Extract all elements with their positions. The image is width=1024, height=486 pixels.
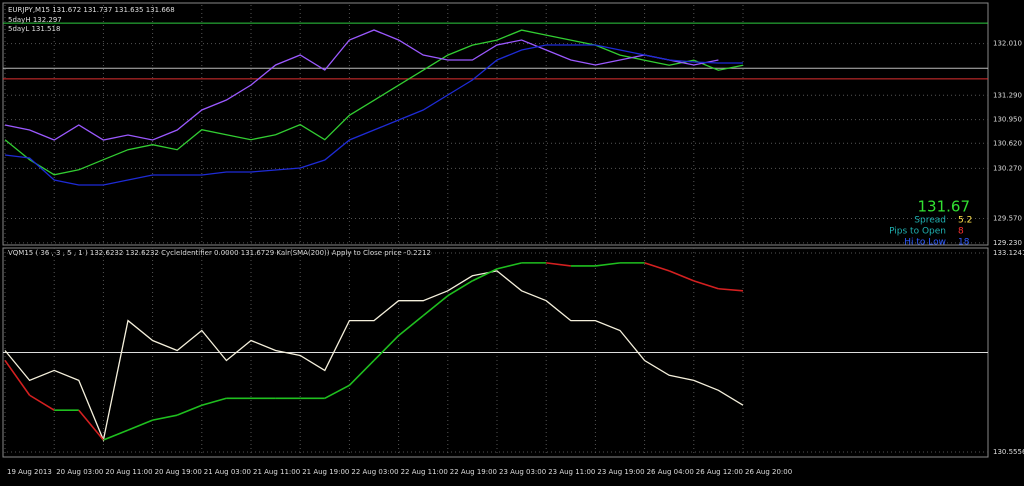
- annotation: 5dayH 132.297: [8, 16, 62, 24]
- y-tick-label: 131.290: [993, 91, 1022, 99]
- trend-segment: [103, 429, 129, 441]
- x-tick-label: 23 Aug 11:00: [548, 468, 595, 476]
- series-line: [4, 270, 744, 443]
- price-label: 131.67: [918, 198, 971, 216]
- info-value: 5.2: [958, 216, 972, 226]
- trend-segment: [718, 287, 744, 292]
- x-tick-label: 26 Aug 20:00: [745, 468, 792, 476]
- trend-segment: [546, 262, 571, 267]
- x-tick-label: 21 Aug 11:00: [253, 468, 300, 476]
- annotation: 5dayL 131.518: [8, 25, 60, 33]
- x-tick-label: 22 Aug 03:00: [351, 468, 398, 476]
- series-line: [4, 29, 744, 176]
- y-tick-label: 129.570: [993, 214, 1022, 222]
- x-tick-label: 26 Aug 04:00: [647, 468, 694, 476]
- x-tick-label: 20 Aug 03:00: [56, 468, 103, 476]
- trend-segment: [496, 262, 522, 270]
- y-tick-label: 130.5556: [993, 448, 1024, 456]
- y-tick-label: 129.230: [993, 239, 1022, 247]
- y-tick-label: 130.270: [993, 164, 1022, 172]
- trend-segment: [176, 404, 203, 416]
- trend-segment: [29, 394, 55, 411]
- trend-segment: [373, 335, 400, 362]
- info-value: 18: [958, 238, 970, 248]
- price-panel: [2, 2, 989, 246]
- trend-segment: [201, 397, 227, 407]
- trend-segment: [4, 359, 31, 396]
- trend-segment: [127, 419, 153, 431]
- trend-segment: [693, 280, 719, 290]
- info-value: 8: [958, 227, 964, 237]
- trend-segment: [447, 280, 473, 297]
- panel-title: EURJPY,M15 131.672 131.737 131.635 131.6…: [8, 6, 175, 14]
- trend-segment: [644, 262, 670, 272]
- y-tick-label: 130.620: [993, 139, 1022, 147]
- info-label: Hi to Low: [904, 238, 946, 248]
- trend-segment: [422, 295, 449, 317]
- y-tick-label: 132.010: [993, 40, 1022, 48]
- x-tick-label: 19 Aug 2013: [7, 468, 52, 476]
- info-label: Pips to Open: [889, 227, 946, 237]
- x-tick-label: 21 Aug 03:00: [204, 468, 251, 476]
- x-tick-label: 22 Aug 19:00: [450, 468, 497, 476]
- x-tick-label: 20 Aug 19:00: [155, 468, 202, 476]
- x-tick-label: 20 Aug 11:00: [105, 468, 152, 476]
- series-line: [4, 29, 719, 141]
- series-line: [4, 44, 743, 186]
- x-tick-label: 21 Aug 19:00: [302, 468, 349, 476]
- trend-segment: [668, 270, 695, 282]
- y-tick-label: 133.1241: [993, 249, 1024, 257]
- info-label: Spread: [914, 216, 946, 226]
- x-tick-label: 22 Aug 11:00: [401, 468, 448, 476]
- y-tick-label: 130.950: [993, 116, 1022, 124]
- trend-segment: [398, 315, 424, 337]
- trend-segment: [348, 359, 375, 386]
- trend-segment: [78, 409, 105, 441]
- x-tick-label: 26 Aug 12:00: [696, 468, 743, 476]
- trend-segment: [472, 268, 498, 282]
- trend-segment: [152, 414, 178, 421]
- x-tick-label: 23 Aug 19:00: [597, 468, 644, 476]
- x-tick-label: 23 Aug 03:00: [499, 468, 546, 476]
- trend-segment: [324, 384, 350, 399]
- trend-segment: [595, 262, 621, 267]
